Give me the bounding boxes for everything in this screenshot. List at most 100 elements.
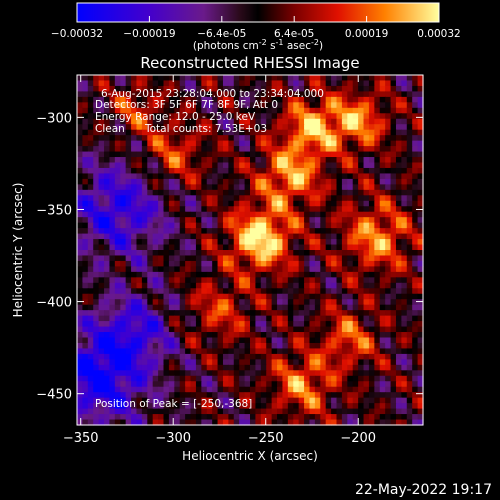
heatmap-cell	[336, 348, 343, 355]
heatmap-cell	[293, 222, 300, 229]
heatmap-cell	[309, 75, 316, 82]
heatmap-cell	[158, 140, 165, 147]
heatmap-cell	[309, 228, 316, 235]
heatmap-cell	[158, 189, 165, 196]
heatmap-cell	[412, 173, 419, 180]
heatmap-cell	[77, 173, 84, 180]
heatmap-cell	[406, 342, 413, 350]
heatmap-cell	[217, 299, 224, 306]
heatmap-cell	[401, 304, 408, 311]
heatmap-cell	[336, 91, 343, 98]
heatmap-cell	[298, 140, 305, 147]
heatmap-cell	[239, 288, 246, 295]
heatmap-cell	[222, 419, 229, 426]
heatmap-cell	[228, 414, 235, 421]
heatmap-cell	[363, 80, 370, 87]
heatmap-cell	[347, 348, 354, 355]
heatmap-cell	[271, 277, 278, 284]
heatmap-cell	[363, 255, 370, 262]
heatmap-cell	[109, 255, 116, 262]
heatmap-cell	[260, 91, 267, 98]
heatmap-cell	[406, 118, 413, 125]
heatmap-cell	[212, 381, 219, 388]
heatmap-cell	[320, 260, 327, 268]
heatmap-cell	[201, 184, 208, 191]
heatmap-cell	[395, 364, 402, 371]
heatmap-cell	[395, 381, 402, 388]
heatmap-cell	[233, 146, 240, 153]
heatmap-cell	[363, 397, 370, 404]
heatmap-cell	[287, 239, 294, 246]
heatmap-cell	[82, 326, 89, 333]
heatmap-cell	[136, 370, 143, 377]
heatmap-cell	[163, 206, 170, 213]
heatmap-cell	[239, 184, 246, 191]
heatmap-cell	[190, 397, 197, 404]
heatmap-cell	[87, 96, 94, 103]
heatmap-cell	[250, 151, 257, 158]
heatmap-cell	[374, 375, 381, 382]
heatmap-cell	[352, 140, 359, 147]
heatmap-cell	[152, 293, 159, 300]
heatmap-cell	[325, 239, 332, 246]
heatmap-cell	[266, 408, 273, 415]
heatmap-cell	[147, 102, 154, 109]
heatmap-cell	[206, 189, 213, 196]
heatmap-cell	[417, 408, 424, 415]
heatmap-cell	[222, 381, 229, 388]
heatmap-cell	[412, 222, 419, 229]
heatmap-cell	[282, 266, 289, 273]
heatmap-cell	[93, 200, 100, 207]
heatmap-cell	[287, 244, 294, 251]
heatmap-cell	[168, 359, 175, 366]
heatmap-cell	[82, 353, 89, 360]
heatmap-cell	[379, 304, 386, 311]
heatmap-cell	[309, 282, 316, 289]
heatmap-cell	[195, 118, 202, 125]
heatmap-cell	[120, 178, 127, 185]
heatmap-cell	[212, 342, 219, 350]
heatmap-cell	[266, 403, 273, 410]
heatmap-cell	[168, 195, 175, 202]
heatmap-cell	[190, 321, 197, 328]
heatmap-cell	[287, 91, 294, 98]
heatmap-cell	[206, 392, 213, 399]
heatmap-cell	[147, 151, 154, 158]
heatmap-cell	[358, 408, 365, 415]
heatmap-cell	[406, 96, 413, 103]
heatmap-cell	[260, 146, 267, 153]
heatmap-cell	[412, 326, 419, 333]
heatmap-cell	[250, 337, 257, 344]
heatmap-cell	[287, 151, 294, 158]
heatmap-cell	[395, 118, 402, 125]
heatmap-cell	[358, 91, 365, 98]
heatmap-cell	[168, 299, 175, 306]
heatmap-cell	[266, 124, 273, 131]
heatmap-cell	[87, 102, 94, 109]
heatmap-cell	[314, 299, 321, 306]
heatmap-cell	[325, 195, 332, 202]
heatmap-cell	[271, 211, 278, 218]
heatmap-cell	[217, 173, 224, 180]
heatmap-cell	[114, 80, 121, 87]
heatmap-cell	[131, 414, 138, 421]
heatmap-cell	[174, 118, 181, 125]
heatmap-cell	[395, 299, 402, 306]
heatmap-cell	[179, 173, 186, 180]
heatmap-cell	[141, 167, 148, 175]
heatmap-cell	[260, 310, 267, 317]
heatmap-cell	[358, 364, 365, 371]
heatmap-cell	[298, 282, 305, 289]
heatmap-cell	[87, 375, 94, 382]
heatmap-cell	[93, 293, 100, 300]
heatmap-cell	[412, 304, 419, 311]
heatmap-cell	[277, 96, 284, 103]
heatmap-cell	[179, 162, 186, 169]
heatmap-cell	[336, 189, 343, 196]
heatmap-cell	[336, 244, 343, 251]
heatmap-cell	[201, 96, 208, 103]
heatmap-cell	[406, 315, 413, 322]
heatmap-cell	[120, 250, 127, 257]
heatmap-cell	[325, 381, 332, 388]
heatmap-cell	[325, 359, 332, 366]
